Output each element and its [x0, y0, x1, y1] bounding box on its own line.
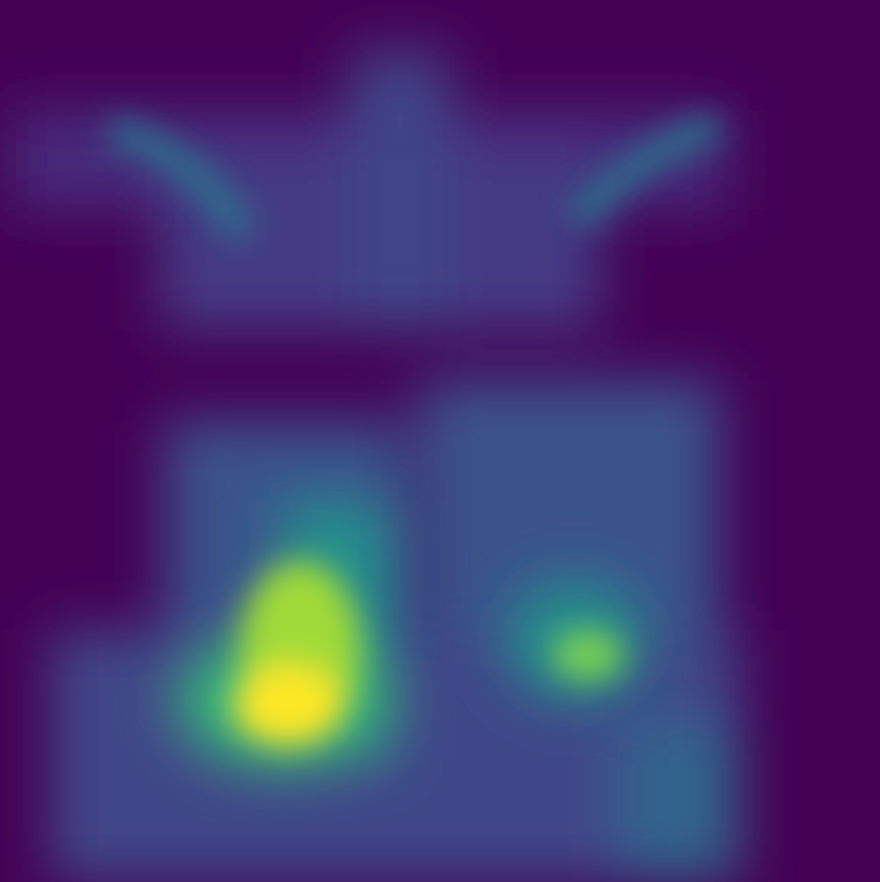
clavicles	[106, 111, 725, 243]
neck	[350, 50, 450, 330]
lower-right-region	[620, 720, 740, 882]
right-clavicle	[564, 111, 725, 230]
hot-spots	[233, 560, 623, 745]
left-hot-spot	[233, 665, 343, 745]
right-hot-spot	[553, 630, 623, 680]
left-clavicle	[106, 116, 257, 243]
